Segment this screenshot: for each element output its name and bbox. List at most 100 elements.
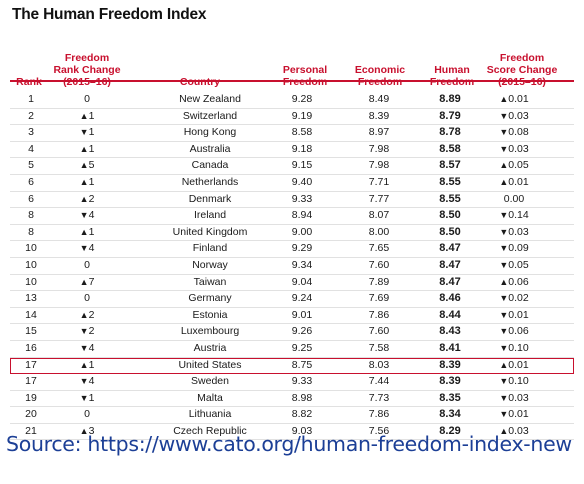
- country-cell: Ireland: [193, 209, 227, 222]
- country-cell: Sweden: [191, 375, 229, 388]
- human-freedom-cell: 8.58: [439, 142, 461, 155]
- score-change-cell: ▼0.10: [484, 341, 544, 357]
- rank-cell: 10: [25, 275, 37, 288]
- table-row: 5 ▲5 Canada 9.15 7.98 8.57 ▲0.05: [10, 158, 574, 175]
- down-triangle-icon: ▼: [499, 127, 509, 138]
- score-change-value: 0.01: [508, 93, 529, 105]
- up-triangle-icon: ▲: [499, 176, 509, 187]
- score-change-value: 0.03: [508, 225, 529, 238]
- personal-freedom-cell: 9.40: [291, 175, 313, 188]
- country-cell: Australia: [189, 142, 231, 155]
- down-triangle-icon: ▼: [499, 259, 509, 270]
- score-change-cell: ▼0.09: [484, 241, 544, 257]
- score-change-cell: ▲0.01: [484, 92, 544, 108]
- table-row: 6 ▲2 Denmark 9.33 7.77 8.55 0.00: [10, 192, 574, 209]
- down-triangle-icon: ▼: [79, 127, 89, 138]
- economic-freedom-cell: 7.60: [368, 258, 390, 271]
- table-row: 8 ▲1 United Kingdom 9.00 8.00 8.50 ▼0.03: [10, 225, 574, 242]
- down-triangle-icon: ▼: [79, 243, 89, 254]
- header-rank: Rank: [16, 76, 42, 88]
- up-triangle-icon: ▲: [499, 160, 509, 171]
- header-economic-freedom: Economic Freedom: [354, 64, 406, 88]
- rank-change-cell: ▼2: [62, 324, 112, 340]
- rank-change-cell: ▲1: [62, 175, 112, 191]
- personal-freedom-cell: 9.00: [291, 225, 313, 238]
- rank-change-cell: 0: [62, 258, 112, 274]
- up-triangle-icon: ▲: [79, 309, 89, 320]
- down-triangle-icon: ▼: [499, 243, 509, 254]
- personal-freedom-cell: 9.19: [291, 109, 313, 122]
- rank-change-value: 1: [88, 358, 95, 371]
- human-freedom-cell: 8.55: [439, 175, 461, 188]
- rank-change-cell: ▼1: [62, 391, 112, 407]
- rank-change-cell: ▼1: [62, 125, 112, 141]
- human-freedom-cell: 8.79: [439, 109, 461, 122]
- economic-freedom-cell: 7.98: [368, 159, 390, 172]
- rank-change-cell: 0: [62, 92, 112, 108]
- up-triangle-icon: ▲: [499, 425, 509, 436]
- rank-change-value: 5: [88, 159, 95, 172]
- country-cell: United States: [178, 358, 242, 371]
- score-change-value: 0.14: [508, 209, 529, 222]
- table-row: 2 ▲1 Switzerland 9.19 8.39 8.79 ▼0.03: [10, 109, 574, 126]
- score-change-value: 0.03: [508, 109, 529, 122]
- economic-freedom-cell: 7.98: [368, 142, 390, 155]
- country-cell: Germany: [188, 292, 232, 305]
- score-change-value: 0.03: [508, 142, 529, 155]
- up-triangle-icon: ▲: [79, 193, 89, 204]
- score-change-value: 0.05: [508, 159, 529, 172]
- table-row: 16 ▼4 Austria 9.25 7.58 8.41 ▼0.10: [10, 341, 574, 358]
- down-triangle-icon: ▼: [79, 210, 89, 221]
- table-row: 20 0 Lithuania 8.82 7.86 8.34 ▼0.01: [10, 407, 574, 424]
- rank-change-value: 1: [88, 175, 95, 188]
- rank-change-value: 4: [88, 341, 95, 354]
- human-freedom-cell: 8.57: [439, 159, 461, 172]
- personal-freedom-cell: 9.33: [291, 192, 313, 205]
- rank-change-cell: ▲3: [62, 424, 112, 440]
- score-change-value: 0.00: [503, 192, 525, 205]
- table-row: 17 ▼4 Sweden 9.33 7.44 8.39 ▼0.10: [10, 374, 574, 391]
- rank-change-cell: ▲5: [62, 158, 112, 174]
- human-freedom-cell: 8.47: [439, 242, 461, 255]
- table-title: The Human Freedom Index: [12, 6, 207, 23]
- human-freedom-cell: 8.34: [439, 408, 461, 421]
- country-cell: Czech Republic: [173, 424, 247, 437]
- header-personal-freedom: Personal Freedom: [282, 64, 328, 88]
- country-cell: Estonia: [192, 308, 228, 321]
- down-triangle-icon: ▼: [79, 376, 89, 387]
- up-triangle-icon: ▲: [499, 94, 509, 104]
- human-freedom-cell: 8.47: [439, 258, 461, 271]
- rank-cell: 6: [28, 175, 34, 188]
- personal-freedom-cell: 9.28: [291, 93, 313, 105]
- up-triangle-icon: ▲: [79, 359, 89, 370]
- rank-cell: 3: [28, 126, 34, 139]
- rank-change-cell: ▲1: [62, 358, 112, 374]
- human-freedom-cell: 8.44: [439, 308, 461, 321]
- economic-freedom-cell: 7.58: [368, 341, 390, 354]
- rank-change-cell: 0: [62, 407, 112, 423]
- rank-change-value: 0: [84, 292, 90, 305]
- up-triangle-icon: ▲: [79, 176, 89, 187]
- score-change-value: 0.02: [508, 292, 529, 305]
- rank-cell: 8: [28, 225, 34, 238]
- rank-cell: 14: [25, 308, 37, 321]
- score-change-cell: ▼0.05: [484, 258, 544, 274]
- rank-change-value: 0: [84, 258, 90, 271]
- rank-change-value: 4: [88, 242, 95, 255]
- table-row: 10 ▼4 Finland 9.29 7.65 8.47 ▼0.09: [10, 241, 574, 258]
- country-cell: Canada: [191, 159, 229, 172]
- rank-change-value: 1: [88, 126, 95, 139]
- human-freedom-cell: 8.55: [439, 192, 461, 205]
- rank-cell: 2: [28, 109, 34, 122]
- table-row: 13 0 Germany 9.24 7.69 8.46 ▼0.02: [10, 291, 574, 308]
- rank-cell: 13: [25, 292, 37, 305]
- rank-change-cell: ▼4: [62, 241, 112, 257]
- score-change-value: 0.06: [508, 275, 529, 288]
- table-row: 10 ▲7 Taiwan 9.04 7.89 8.47 ▲0.06: [10, 275, 574, 292]
- header-rule: [10, 80, 574, 82]
- country-cell: Finland: [192, 242, 228, 255]
- rank-cell: 8: [28, 209, 34, 222]
- score-change-cell: ▲0.01: [484, 175, 544, 191]
- economic-freedom-cell: 7.89: [368, 275, 390, 288]
- score-change-cell: ▲0.03: [484, 424, 544, 440]
